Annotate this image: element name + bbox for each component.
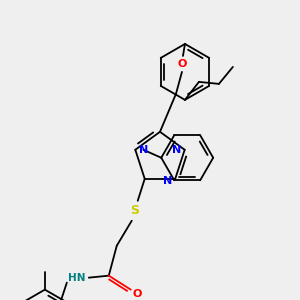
Text: O: O — [177, 59, 187, 69]
Text: N: N — [172, 145, 181, 155]
Text: HN: HN — [68, 273, 86, 283]
Text: N: N — [139, 145, 148, 155]
Text: O: O — [132, 289, 141, 298]
Text: S: S — [130, 204, 139, 217]
Text: N: N — [163, 176, 172, 186]
